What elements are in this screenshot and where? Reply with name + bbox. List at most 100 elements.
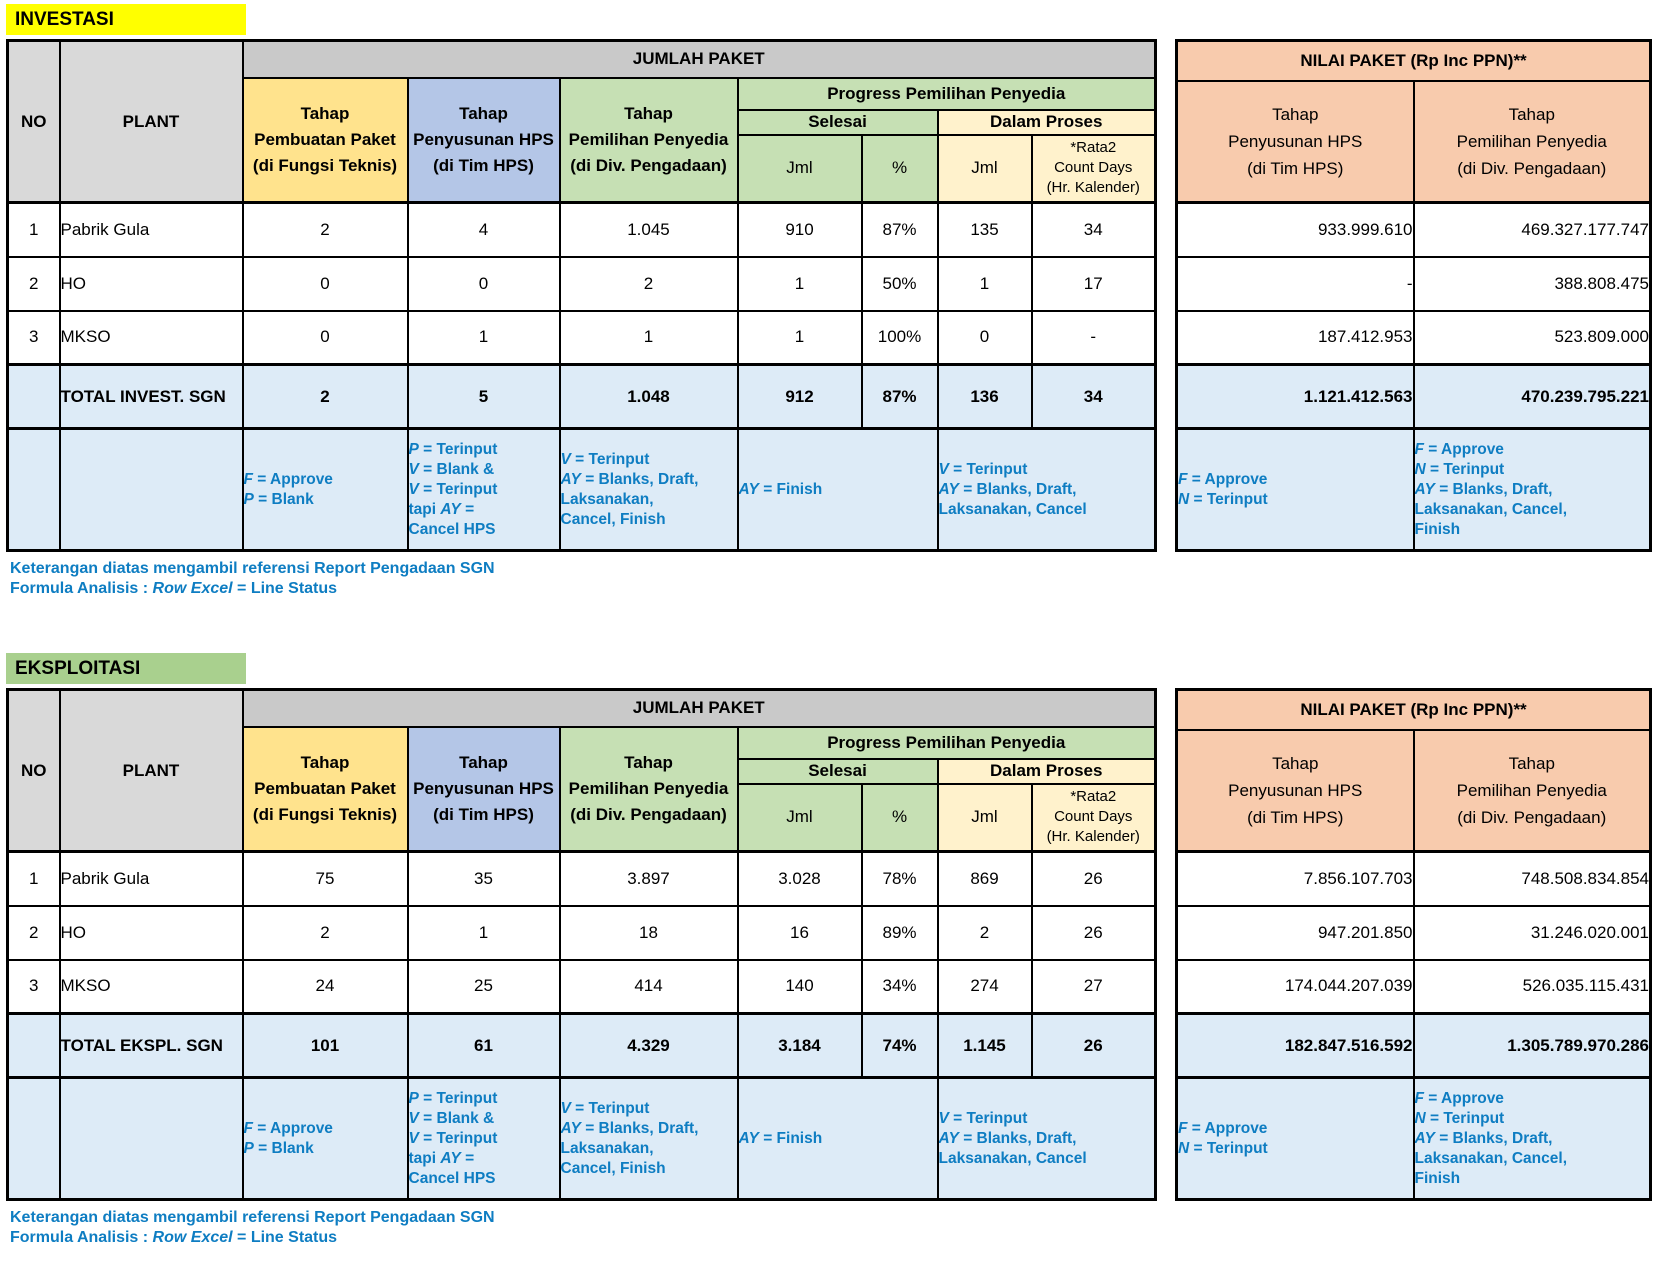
cell-nilai: 526.035.115.431 bbox=[1412, 958, 1652, 1015]
legend-line: F = Approve bbox=[1179, 1119, 1412, 1139]
legend-line: P = Blank bbox=[245, 490, 406, 510]
header-line: (di Tim HPS) bbox=[1247, 807, 1344, 827]
header-line: Pembuatan Paket bbox=[254, 778, 396, 798]
cell-value: 1 bbox=[736, 309, 863, 366]
text-segment: Cancel, Finish bbox=[560, 1159, 666, 1177]
text-segment: = Approve bbox=[1187, 470, 1268, 488]
section-title-investasi: INVESTASI bbox=[6, 4, 246, 35]
cell-value: 26 bbox=[1030, 850, 1157, 907]
legend-line: AY = Blanks, Draft, bbox=[562, 470, 736, 490]
text-segment: Formula Analisis : bbox=[10, 1229, 153, 1246]
legend-line: AY = Blanks, Draft, bbox=[940, 480, 1154, 500]
legend-line: P = Terinput bbox=[410, 1089, 558, 1109]
legend-penyusunan: P = Terinput V = Blank & V = Terinput tapi … bbox=[406, 427, 561, 552]
legend-line: Cancel HPS bbox=[410, 520, 558, 540]
table-row: 187.412.953 523.809.000 bbox=[1175, 309, 1652, 366]
cell-empty bbox=[58, 1076, 244, 1201]
text-segment: = Terinput bbox=[1189, 1139, 1268, 1157]
cell-nilai: 947.201.850 bbox=[1175, 904, 1415, 961]
cell-value: 1 bbox=[406, 309, 561, 366]
cell-value: 0 bbox=[406, 255, 561, 312]
cell-value: 75 bbox=[241, 850, 409, 907]
legend-selesai: AY = Finish bbox=[736, 1076, 939, 1201]
header-pct-selesai: % bbox=[860, 133, 939, 204]
text-segment: = Blank bbox=[253, 1139, 314, 1157]
cell-value: 3.897 bbox=[558, 850, 739, 907]
total-label: TOTAL INVEST. SGN bbox=[58, 363, 244, 430]
legend-line: tapi AY = bbox=[408, 500, 558, 520]
legend-nilai-hps: F = Approve N = Terinput bbox=[1175, 427, 1415, 552]
text-segment: = Finish bbox=[758, 480, 823, 498]
legend-text: V = Terinput AY = Blanks, Draft, Laksanaka… bbox=[938, 1109, 1154, 1169]
cell-value: 1 bbox=[936, 255, 1033, 312]
cell-empty bbox=[6, 1076, 61, 1201]
cell-value: 35 bbox=[406, 850, 561, 907]
nilai-paket-table-investasi: NILAI PAKET (Rp Inc PPN)** Tahap Penyusuna… bbox=[1175, 39, 1652, 552]
legend-pemilihan: V = Terinput AY = Blanks, Draft, Laksanaka… bbox=[558, 1076, 739, 1201]
text-segment: = Terinput bbox=[570, 1099, 650, 1117]
text-segment: = Approve bbox=[1423, 440, 1504, 458]
text-segment: V bbox=[408, 1129, 419, 1147]
cell-empty bbox=[58, 427, 244, 552]
header-tahap-pembuatan: Tahap Pembuatan Paket (di Fungsi Teknis) bbox=[241, 725, 409, 853]
text-segment: = Terinput bbox=[1189, 490, 1268, 508]
header-line: (di Tim HPS) bbox=[433, 155, 534, 175]
legend-row: F = Approve P = Blank P = Terinput V = Blan… bbox=[6, 1076, 1157, 1201]
header-progress-pemilihan: Progress Pemilihan Penyedia bbox=[736, 76, 1157, 111]
header-tahap-penyusunan: Tahap Penyusunan HPS (di Tim HPS) bbox=[406, 725, 561, 853]
text-segment: = Line Status bbox=[232, 1229, 338, 1246]
cell-value: 140 bbox=[736, 958, 863, 1015]
text-segment: Cancel, Finish bbox=[560, 510, 666, 528]
total-label: TOTAL EKSPL. SGN bbox=[58, 1012, 244, 1079]
cell-value: 2 bbox=[241, 201, 409, 258]
table-row: 3 MKSO 0 1 1 1 100% 0- bbox=[6, 309, 1157, 366]
text-segment: = bbox=[460, 500, 475, 518]
text-segment: Laksanakan, Cancel bbox=[938, 1149, 1087, 1167]
text-segment: = Blank bbox=[253, 490, 314, 508]
legend-text: AY = Finish bbox=[740, 480, 936, 500]
cell-value: 18 bbox=[558, 904, 739, 961]
table-row: 2 HO 0 0 2 1 50% 1 17 bbox=[6, 255, 1157, 312]
total-value: 1.048 bbox=[558, 363, 739, 430]
cell-value: 910 bbox=[736, 201, 863, 258]
cell-empty bbox=[6, 1012, 61, 1079]
header-line: (di Div. Pengadaan) bbox=[570, 804, 727, 824]
cell-value: 100% bbox=[860, 309, 939, 366]
total-value: 5 bbox=[406, 363, 561, 430]
text-segment: = Line Status bbox=[232, 580, 338, 597]
total-row: TOTAL EKSPL. SGN 101 61 4.329 3.184 74% 1.145 2… bbox=[6, 1012, 1157, 1079]
header-tahap-pemilihan: Tahap Pemilihan Penyedia (di Div. Pengadaa… bbox=[558, 76, 739, 204]
text-segment: = Terinput bbox=[570, 450, 650, 468]
text-segment: = bbox=[460, 1149, 475, 1167]
footer-line1: Keterangan diatas mengambil referensi Re… bbox=[10, 1209, 495, 1226]
header-line: (Hr. Kalender) bbox=[1046, 828, 1140, 846]
text-segment: P bbox=[408, 440, 419, 458]
text-segment: = Terinput bbox=[418, 1129, 498, 1147]
text-segment: AY bbox=[738, 1129, 759, 1147]
header-nilai-penyusunan-hps: Tahap Penyusunan HPS (di Tim HPS) bbox=[1175, 728, 1415, 853]
legend-line: V = Terinput bbox=[940, 1109, 1154, 1129]
header-rata2-count-days: *Rata2 Count Days (Hr. Kalender) bbox=[1030, 133, 1157, 204]
text-segment: V bbox=[938, 460, 949, 478]
cell-nilai: 7.856.107.703 bbox=[1175, 850, 1415, 907]
text-segment: F bbox=[1414, 1089, 1424, 1107]
legend-line: Laksanakan, Cancel bbox=[940, 500, 1154, 520]
header-dalam-proses: Dalam Proses bbox=[936, 757, 1157, 785]
legend-row: F = Approve N = Terinput F = Approve N = Te… bbox=[1175, 1076, 1652, 1201]
cell-plant: MKSO bbox=[58, 958, 244, 1015]
legend-line: AY = Blanks, Draft, bbox=[1416, 1129, 1649, 1149]
header-line: (di Tim HPS) bbox=[1247, 158, 1344, 178]
legend-text: F = Approve N = Terinput AY = Blanks, Draf… bbox=[1414, 440, 1649, 540]
header-jumlah-paket: JUMLAH PAKET bbox=[241, 688, 1157, 728]
header-line: Penyusunan HPS bbox=[413, 778, 554, 798]
cell-value: 1 bbox=[406, 904, 561, 961]
text-segment: N bbox=[1414, 460, 1426, 478]
text-segment: tapi bbox=[408, 500, 441, 518]
text-segment: N bbox=[1178, 490, 1190, 508]
legend-line: N = Terinput bbox=[1416, 1109, 1649, 1129]
text-segment: AY bbox=[560, 1119, 581, 1137]
total-nilai: 182.847.516.592 bbox=[1175, 1012, 1415, 1079]
cell-plant: MKSO bbox=[58, 309, 244, 366]
header-progress-pemilihan: Progress Pemilihan Penyedia bbox=[736, 725, 1157, 760]
cell-nilai: - bbox=[1175, 255, 1415, 312]
